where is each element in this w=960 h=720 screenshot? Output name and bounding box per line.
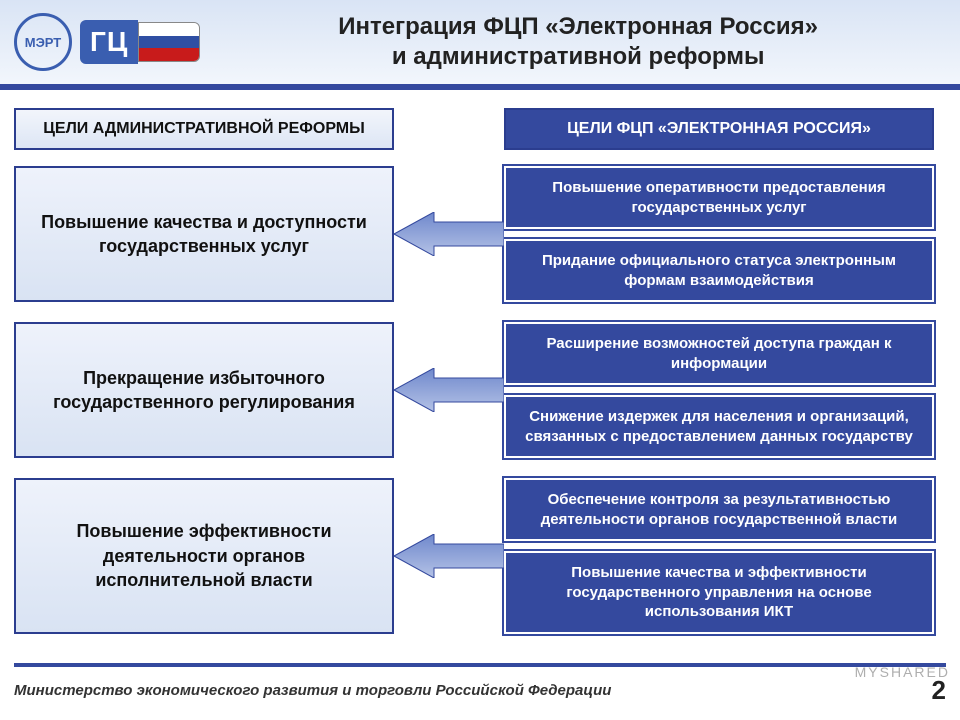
- title-line-2: и административной реформы: [392, 43, 765, 70]
- arrow-left-icon: [394, 212, 504, 256]
- left-column-header: ЦЕЛИ АДМИНИСТРАТИВНОЙ РЕФОРМЫ: [14, 108, 394, 150]
- fcp-goal: Повышение оперативности предоставления г…: [504, 166, 934, 229]
- arrow-col: [394, 166, 504, 302]
- group-row: Повышение качества и доступности государ…: [14, 166, 946, 302]
- right-col: Обеспечение контроля за результативность…: [504, 478, 934, 634]
- page-number: 2: [932, 675, 946, 706]
- logo-group: МЭРТ ГЦ: [14, 13, 200, 71]
- admin-reform-goal: Прекращение избыточного государственного…: [14, 322, 394, 458]
- content: ЦЕЛИ АДМИНИСТРАТИВНОЙ РЕФОРМЫ ЦЕЛИ ФЦП «…: [0, 90, 960, 634]
- fcp-goal: Расширение возможностей доступа граждан …: [504, 322, 934, 385]
- fcp-goal: Повышение качества и эффективности госуд…: [504, 551, 934, 634]
- column-headers-row: ЦЕЛИ АДМИНИСТРАТИВНОЙ РЕФОРМЫ ЦЕЛИ ФЦП «…: [14, 108, 946, 150]
- footer-org: Министерство экономического развития и т…: [14, 682, 611, 699]
- admin-reform-goal: Повышение эффективности деятельности орг…: [14, 478, 394, 634]
- group-row: Прекращение избыточного государственного…: [14, 322, 946, 458]
- arrow-left-icon: [394, 368, 504, 412]
- fcp-goal: Придание официального статуса электронны…: [504, 239, 934, 302]
- right-col: Повышение оперативности предоставления г…: [504, 166, 934, 302]
- russian-flag-icon: [138, 22, 200, 62]
- right-col: Расширение возможностей доступа граждан …: [504, 322, 934, 458]
- fcp-goal: Снижение издержек для населения и органи…: [504, 395, 934, 458]
- footer: Министерство экономического развития и т…: [14, 663, 946, 706]
- ru-logo-icon: ГЦ: [80, 20, 200, 64]
- right-column-header: ЦЕЛИ ФЦП «ЭЛЕКТРОННАЯ РОССИЯ»: [504, 108, 934, 150]
- header: МЭРТ ГЦ Интеграция ФЦП «Электронная Росс…: [0, 0, 960, 90]
- ru-logo-text: ГЦ: [80, 20, 138, 64]
- title-line-1: Интеграция ФЦП «Электронная Россия»: [338, 13, 818, 40]
- fcp-goal: Обеспечение контроля за результативность…: [504, 478, 934, 541]
- ministry-logo-icon: МЭРТ: [14, 13, 72, 71]
- page-title: Интеграция ФЦП «Электронная Россия» и ад…: [200, 12, 946, 72]
- group-row: Повышение эффективности деятельности орг…: [14, 478, 946, 634]
- arrow-col: [394, 322, 504, 458]
- admin-reform-goal: Повышение качества и доступности государ…: [14, 166, 394, 302]
- arrow-left-icon: [394, 534, 504, 578]
- arrow-col: [394, 478, 504, 634]
